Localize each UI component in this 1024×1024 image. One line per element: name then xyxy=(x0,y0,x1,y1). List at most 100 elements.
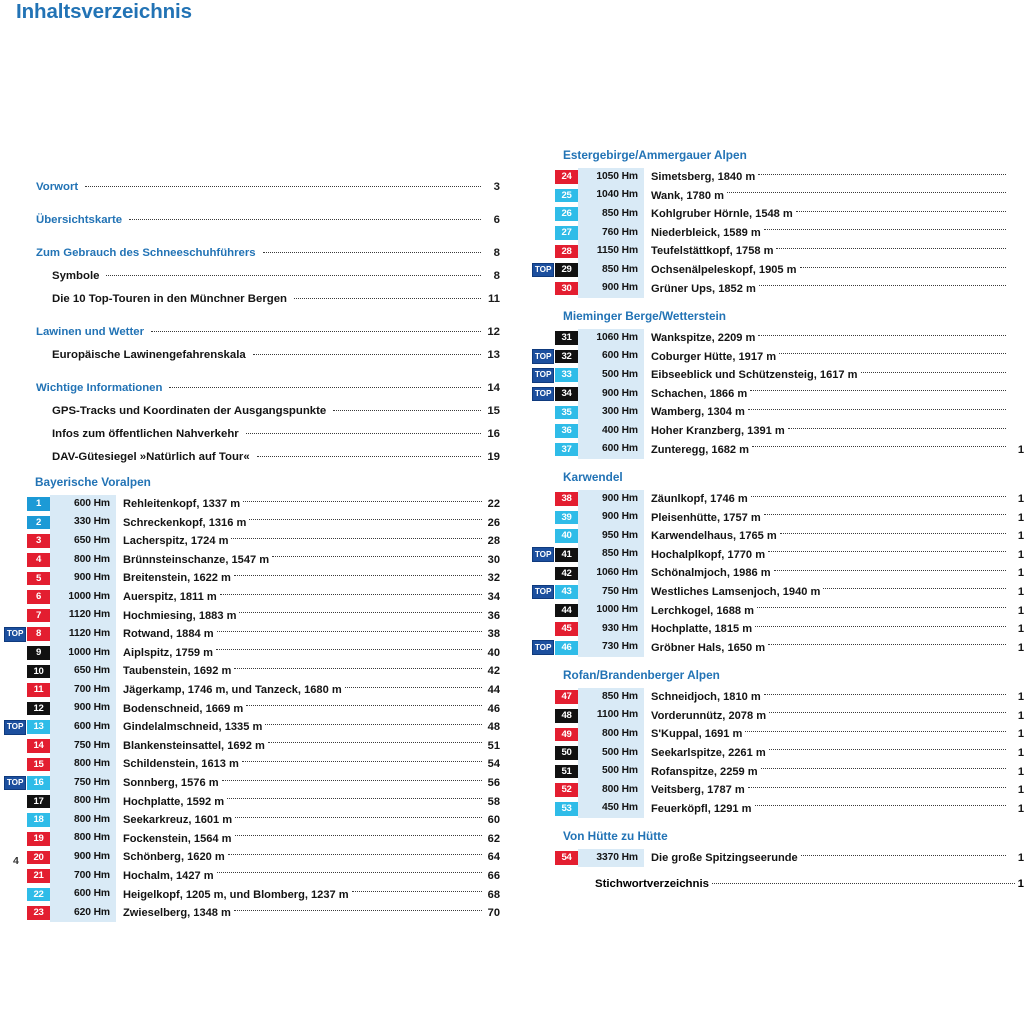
dot-leader xyxy=(267,742,482,744)
tour-row[interactable]: TOP 29 850 Hm Ochsenälpeleskopf, 1905 m xyxy=(528,260,1024,280)
tour-row[interactable]: TOP 46 730 Hm Gröbner Hals, 1650 m 1 xyxy=(528,638,1024,658)
front-matter-row[interactable]: Infos zum öffentlichen Nahverkehr 16 xyxy=(52,428,500,452)
tour-row[interactable]: 2 330 Hm Schreckenkopf, 1316 m 26 xyxy=(0,513,500,532)
tour-row[interactable]: 45 930 Hm Hochplatte, 1815 m 1 xyxy=(528,619,1024,639)
tour-row[interactable]: 18 800 Hm Seekarkreuz, 1601 m 60 xyxy=(0,810,500,830)
tour-row[interactable]: TOP 16 750 Hm Sonnberg, 1576 m 56 xyxy=(0,773,500,793)
front-matter-row[interactable]: GPS-Tracks und Koordinaten der Ausgangsp… xyxy=(52,405,500,429)
front-matter-label: Symbole xyxy=(52,270,100,282)
front-matter-row[interactable]: Europäische Lawinengefahrenskala 13 xyxy=(52,349,500,373)
tour-row[interactable]: 10 650 Hm Taubenstein, 1692 m 42 xyxy=(0,662,500,681)
tour-row[interactable]: 53 450 Hm Feuerköpfl, 1291 m 1 xyxy=(528,799,1024,818)
tour-row[interactable]: 50 500 Hm Seekarlspitze, 2261 m 1 xyxy=(528,743,1024,763)
dot-leader xyxy=(243,500,482,502)
tour-row[interactable]: 22 600 Hm Heigelkopf, 1205 m, und Blomberg… xyxy=(0,885,500,904)
tour-row[interactable]: 54 3370 Hm Die große Spitzingseerunde 1 xyxy=(528,848,1024,868)
tour-page-number: 1 xyxy=(1017,493,1024,505)
tour-name: Zunteregg, 1682 m xyxy=(651,443,750,456)
tour-row[interactable]: 6 1000 Hm Auerspitz, 1811 m 34 xyxy=(0,587,500,607)
front-matter-row[interactable]: DAV-Gütesiegel »Natürlich auf Tour« 19 xyxy=(52,451,500,475)
front-matter-row[interactable]: Vorwort 3 xyxy=(36,181,500,205)
front-matter-row[interactable]: Übersichtskarte 6 xyxy=(36,214,500,238)
tour-row[interactable]: 24 1050 Hm Simetsberg, 1840 m xyxy=(528,167,1024,187)
tour-row[interactable]: TOP 41 850 Hm Hochalplkopf, 1770 m 1 xyxy=(528,545,1024,565)
elevation-gain: 730 Hm xyxy=(578,638,644,658)
tour-row[interactable]: 21 700 Hm Hochalm, 1427 m 66 xyxy=(0,866,500,886)
front-matter-row[interactable]: Lawinen und Wetter 12 xyxy=(36,326,500,350)
tour-row[interactable]: 51 500 Hm Rofanspitze, 2259 m 1 xyxy=(528,762,1024,781)
tour-page-number: 1 xyxy=(1017,443,1024,456)
tour-row[interactable]: 36 400 Hm Hoher Kranzberg, 1391 m xyxy=(528,421,1024,441)
tour-row[interactable]: 7 1120 Hm Hochmiesing, 1883 m 36 xyxy=(0,606,500,625)
tour-row[interactable]: 14 750 Hm Blankensteinsattel, 1692 m 51 xyxy=(0,736,500,756)
tour-row[interactable]: 39 900 Hm Pleisenhütte, 1757 m 1 xyxy=(528,508,1024,527)
tour-row[interactable]: 12 900 Hm Bodenschneid, 1669 m 46 xyxy=(0,699,500,718)
tour-row[interactable]: 4 800 Hm Brünnsteinschanze, 1547 m 30 xyxy=(0,550,500,570)
tour-name: Seekarkreuz, 1601 m xyxy=(123,814,233,827)
tour-number-badge: 21 xyxy=(27,869,50,883)
front-matter-row[interactable]: Die 10 Top-Touren in den Münchner Bergen… xyxy=(52,293,500,317)
tour-row[interactable]: TOP 8 1120 Hm Rotwand, 1884 m 38 xyxy=(0,624,500,644)
tour-row[interactable]: 11 700 Hm Jägerkamp, 1746 m, und Tanzeck, … xyxy=(0,680,500,700)
elevation-gain: 900 Hm xyxy=(50,848,116,867)
tour-name: Ochsenälpeleskopf, 1905 m xyxy=(651,264,797,277)
index-row[interactable]: Stichwortverzeichnis 1 xyxy=(595,878,1024,900)
tour-row[interactable]: TOP 33 500 Hm Eibseeblick und Schützensteig… xyxy=(528,365,1024,385)
tour-row[interactable]: 27 760 Hm Niederbleick, 1589 m xyxy=(528,223,1024,243)
tour-row[interactable]: 9 1000 Hm Aiplspitz, 1759 m 40 xyxy=(0,643,500,663)
front-matter-label: Vorwort xyxy=(36,181,79,193)
tour-name: Jägerkamp, 1746 m, und Tanzeck, 1680 m xyxy=(123,684,342,697)
tour-row[interactable]: TOP 32 600 Hm Coburger Hütte, 1917 m xyxy=(528,347,1024,366)
tour-row[interactable]: 48 1100 Hm Vorderunnütz, 2078 m 1 xyxy=(528,706,1024,726)
front-matter-label: Lawinen und Wetter xyxy=(36,326,145,338)
tour-row[interactable]: 35 300 Hm Wamberg, 1304 m xyxy=(528,403,1024,422)
tour-number-badge: 8 xyxy=(27,627,50,642)
tour-row[interactable]: 26 850 Hm Kohlgruber Hörnle, 1548 m xyxy=(528,204,1024,224)
tour-name: Niederbleick, 1589 m xyxy=(651,226,761,239)
tour-row[interactable]: 38 900 Hm Zäunlkopf, 1746 m 1 xyxy=(528,489,1024,509)
tour-row[interactable]: 23 620 Hm Zwieselberg, 1348 m 70 xyxy=(0,903,500,923)
folio-number: 4 xyxy=(13,855,19,867)
tour-page-number: 1 xyxy=(1017,784,1024,797)
elevation-gain: 650 Hm xyxy=(50,662,116,681)
tour-row[interactable]: 40 950 Hm Karwendelhaus, 1765 m 1 xyxy=(528,526,1024,546)
tour-number-badge: 17 xyxy=(27,794,50,809)
dot-leader xyxy=(750,495,1006,497)
front-matter-row[interactable]: Zum Gebrauch des Schneeschuhführers 8 xyxy=(36,247,500,271)
front-matter-row[interactable]: Wichtige Informationen 14 xyxy=(36,382,500,406)
tour-row[interactable]: 25 1040 Hm Wank, 1780 m xyxy=(528,186,1024,205)
tour-row[interactable]: 17 800 Hm Hochplatte, 1592 m 58 xyxy=(0,792,500,811)
tour-row[interactable]: 44 1000 Hm Lerchkogel, 1688 m 1 xyxy=(528,601,1024,620)
dot-leader xyxy=(241,760,482,762)
tour-row[interactable]: 42 1060 Hm Schönalmjoch, 1986 m 1 xyxy=(528,564,1024,583)
tour-row[interactable]: 19 800 Hm Fockenstein, 1564 m 62 xyxy=(0,829,500,849)
tour-row[interactable]: 28 1150 Hm Teufelstättkopf, 1758 m xyxy=(528,242,1024,261)
tour-row[interactable]: 30 900 Hm Grüner Ups, 1852 m xyxy=(528,279,1024,298)
tour-row[interactable]: 3 650 Hm Lacherspitz, 1724 m 28 xyxy=(0,531,500,551)
tour-row[interactable]: 37 600 Hm Zunteregg, 1682 m 1 xyxy=(528,440,1024,459)
tour-page-number: 48 xyxy=(487,721,500,734)
tour-name: Rotwand, 1884 m xyxy=(123,628,214,641)
tour-row[interactable]: TOP 34 900 Hm Schachen, 1866 m xyxy=(528,384,1024,404)
dot-leader xyxy=(351,891,482,893)
tour-number-badge: 23 xyxy=(27,906,50,920)
tour-row[interactable]: 49 800 Hm S'Kuppal, 1691 m 1 xyxy=(528,725,1024,744)
front-matter-label: Infos zum öffentlichen Nahverkehr xyxy=(52,428,239,440)
tour-row[interactable]: 47 850 Hm Schneidjoch, 1810 m 1 xyxy=(528,687,1024,707)
tour-name: Seekarlspitze, 2261 m xyxy=(651,746,766,759)
tour-row[interactable]: 20 900 Hm Schönberg, 1620 m 64 xyxy=(0,848,500,867)
top-tour-badge: TOP xyxy=(531,584,554,600)
section-heading: Bayerische Voralpen xyxy=(35,475,151,489)
dot-leader xyxy=(256,456,481,457)
tour-page-number: 1 xyxy=(1017,852,1024,865)
tour-row[interactable]: 5 900 Hm Breitenstein, 1622 m 32 xyxy=(0,569,500,588)
tour-row[interactable]: 31 1060 Hm Wankspitze, 2209 m xyxy=(528,328,1024,348)
tour-row[interactable]: 1 600 Hm Rehleitenkopf, 1337 m 22 xyxy=(0,494,500,514)
tour-row[interactable]: TOP 43 750 Hm Westliches Lamsenjoch, 1940 m… xyxy=(528,582,1024,602)
tour-number-badge: 37 xyxy=(555,442,578,457)
front-matter-row[interactable]: Symbole 8 xyxy=(52,270,500,294)
dot-leader xyxy=(227,798,482,800)
tour-row[interactable]: 15 800 Hm Schildenstein, 1613 m 54 xyxy=(0,755,500,774)
tour-row[interactable]: TOP 13 600 Hm Gindelalmschneid, 1335 m 48 xyxy=(0,717,500,737)
tour-row[interactable]: 52 800 Hm Veitsberg, 1787 m 1 xyxy=(528,780,1024,800)
